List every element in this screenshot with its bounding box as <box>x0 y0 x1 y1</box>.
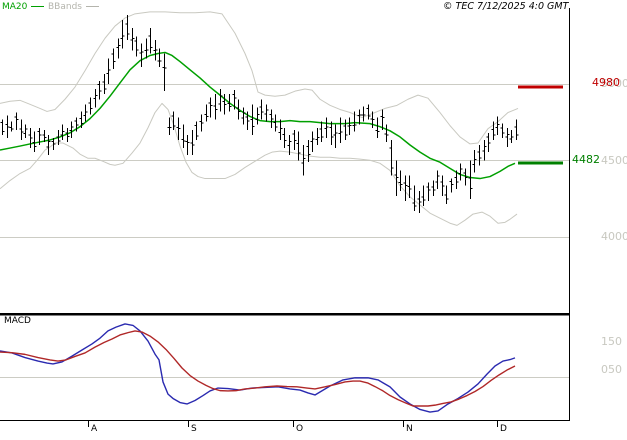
month-label-S: S <box>191 424 197 434</box>
legend-bbands-label: BBands <box>48 2 82 12</box>
month-label-A: A <box>91 424 98 434</box>
month-label-O: O <box>296 424 304 434</box>
macd-axis-label-050: 050 <box>601 363 622 376</box>
legend-bbands: BBands <box>48 2 99 12</box>
month-label-N: N <box>406 424 413 434</box>
price-axis-label-4500: 4500 <box>601 154 627 167</box>
macd-panel-title: MACD <box>4 316 31 326</box>
price-axis-label-4000: 4000 <box>601 230 627 243</box>
legend-ma20: MA20 <box>2 2 45 12</box>
month-label-D: D <box>500 424 507 434</box>
ma20-line-swatch-icon <box>31 6 45 7</box>
copyright-timestamp: © TEC 7/12/2025 4:0 GMT <box>443 1 569 12</box>
macd-axis-label-150: 150 <box>601 335 622 348</box>
resistance-price-label: 4980 <box>592 76 620 89</box>
legend-ma20-label: MA20 <box>2 2 28 12</box>
bbands-line-swatch-icon <box>85 6 99 7</box>
support-price-label: 4482 <box>572 153 600 166</box>
price-axis-label-5000: 5000 <box>601 77 627 90</box>
